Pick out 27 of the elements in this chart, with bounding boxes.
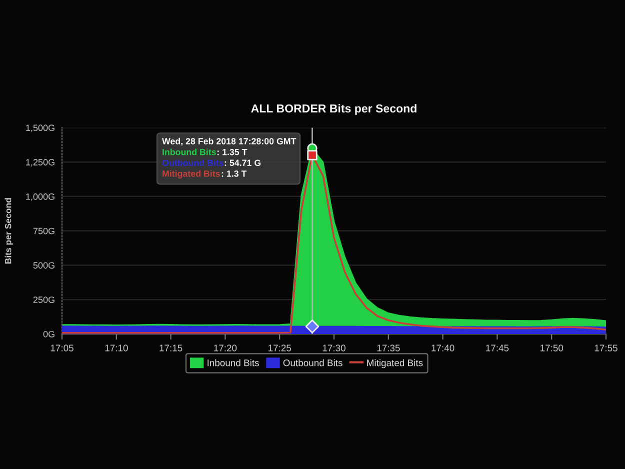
y-tick-label: 1,500G — [26, 124, 54, 132]
x-tick-label: 17:10 — [105, 344, 128, 352]
annotation: Mitigated Bits: 1.3 T — [162, 170, 247, 179]
annotation: Outbound Bits: 54.71 G — [162, 159, 261, 166]
legend-label: Inbound Bits — [208, 359, 259, 366]
x-tick-label: 17:05 — [50, 344, 74, 352]
y-tick-label: 250G — [33, 296, 54, 303]
y-tick-label: 0G — [43, 330, 54, 338]
y-tick-label: 1,250G — [26, 159, 54, 167]
chart-title: ALL BORDER Bits per Second — [251, 104, 416, 115]
x-tick-label: 17:50 — [540, 344, 564, 352]
legend-label: Mitigated Bits — [367, 359, 423, 368]
annotation: Inbound Bits: 1.35 T — [162, 148, 248, 156]
x-tick-label: 17:15 — [160, 344, 182, 352]
y-tick-label: 500G — [33, 262, 54, 269]
x-tick-label: 17:40 — [432, 344, 454, 352]
annotation: Wed, 28 Feb 2018 17:28:00 GMT — [162, 138, 296, 146]
y-tick-label: 750G — [33, 228, 54, 234]
x-tick-label: 17:25 — [268, 344, 292, 352]
y-axis-title: Bits per Second — [4, 198, 13, 264]
x-tick-label: 17:55 — [594, 344, 618, 352]
x-tick-label: 17:35 — [377, 344, 400, 352]
legend-label: Outbound Bits — [283, 359, 342, 366]
y-tick-label: 1,000G — [26, 193, 54, 201]
x-tick-label: 17:20 — [214, 344, 237, 352]
x-tick-label: 17:30 — [322, 344, 346, 352]
x-tick-label: 17:45 — [486, 344, 509, 352]
